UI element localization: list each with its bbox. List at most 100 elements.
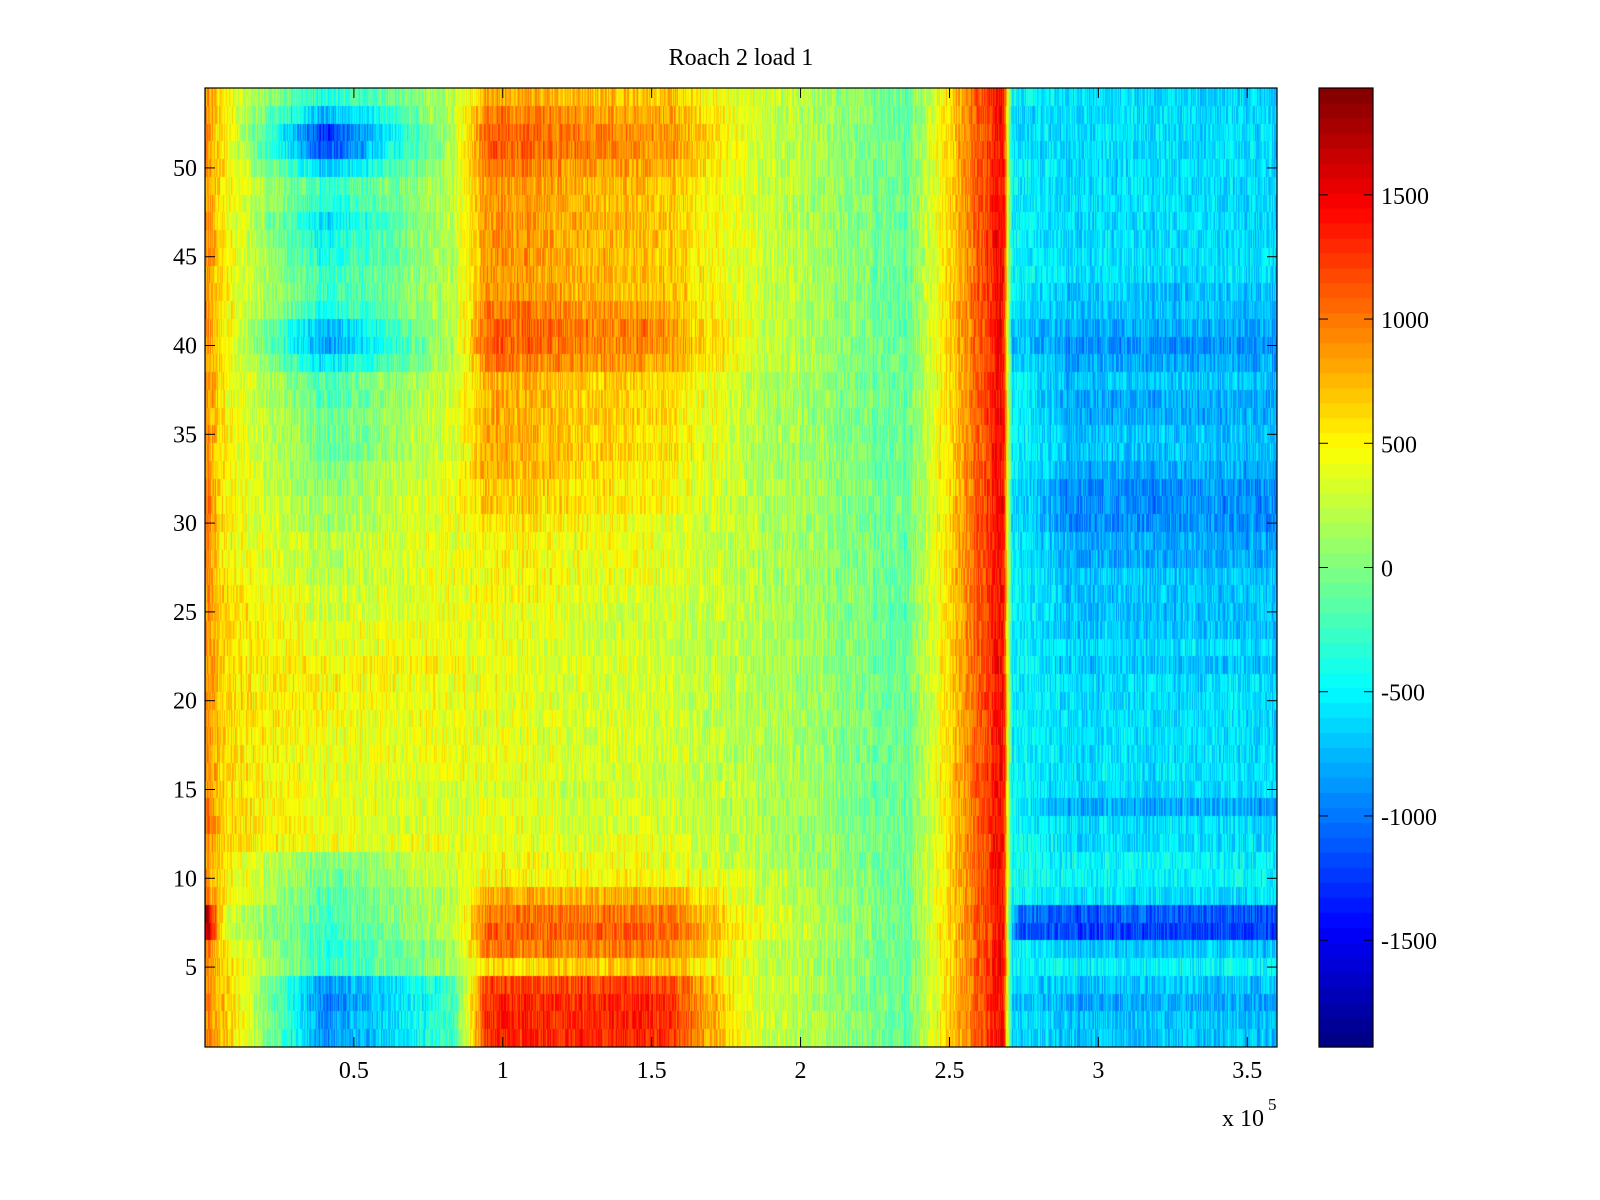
colorbar-swatch: [1319, 912, 1373, 928]
chart-title: Roach 2 load 1: [669, 45, 814, 71]
x-axis-multiplier: x 10 5: [1222, 1095, 1277, 1132]
colorbar-tick-label: -500: [1381, 681, 1425, 707]
colorbar-swatch: [1319, 882, 1373, 898]
colorbar-swatch: [1319, 177, 1373, 194]
y-tick-label: 35: [173, 422, 197, 448]
y-tick-label: 10: [173, 866, 197, 892]
colorbar-swatch: [1319, 732, 1373, 748]
colorbar-swatch: [1319, 687, 1373, 703]
colorbar-swatch: [1319, 942, 1373, 958]
colorbar-swatch: [1319, 837, 1373, 853]
colorbar-swatch: [1319, 657, 1373, 673]
colorbar-tick-label: -1000: [1381, 805, 1437, 831]
colorbar-swatch: [1319, 627, 1373, 644]
colorbar-swatch: [1319, 507, 1373, 524]
colorbar-swatch: [1319, 492, 1373, 509]
x-tick-label: 1.5: [637, 1058, 667, 1084]
colorbar-swatch: [1319, 147, 1373, 164]
colorbar-swatch: [1319, 117, 1373, 134]
colorbar-swatch: [1319, 567, 1373, 584]
colorbar-swatch: [1319, 342, 1373, 359]
colorbar-swatch: [1319, 387, 1373, 404]
y-tick-label: 30: [173, 511, 197, 537]
colorbar-swatch: [1319, 807, 1373, 823]
colorbar-swatch: [1319, 252, 1373, 269]
colorbar-swatch: [1319, 462, 1373, 479]
colorbar-swatch: [1319, 522, 1373, 539]
colorbar-swatch: [1319, 702, 1373, 718]
colorbar-swatch: [1319, 537, 1373, 554]
heatmap-image: [205, 88, 1277, 1047]
colorbar-swatch: [1319, 447, 1373, 464]
colorbar-swatch: [1319, 867, 1373, 883]
y-tick-label: 50: [173, 156, 197, 182]
colorbar-swatch: [1319, 1002, 1373, 1018]
x-tick-label: 3: [1092, 1058, 1104, 1084]
colorbar-swatch: [1319, 672, 1373, 688]
y-tick-label: 15: [173, 777, 197, 803]
colorbar-swatch: [1319, 927, 1373, 943]
colorbar-swatch: [1319, 88, 1373, 104]
colorbar-swatch: [1319, 102, 1373, 119]
colorbar-swatch: [1319, 582, 1373, 599]
colorbar-swatch: [1319, 237, 1373, 254]
heatmap-cells: [205, 88, 1277, 1047]
colorbar-swatch: [1319, 132, 1373, 149]
x-tick-label: 2: [795, 1058, 807, 1084]
colorbar-tick-label: 1500: [1381, 184, 1429, 210]
y-tick-label: 5: [185, 955, 197, 981]
colorbar-swatch: [1319, 792, 1373, 808]
colorbar: [1319, 88, 1373, 1048]
plot-frame: [204, 87, 1278, 1048]
colorbar-swatch: [1319, 267, 1373, 284]
colorbar-swatch: [1319, 477, 1373, 494]
colorbar-swatch: [1319, 717, 1373, 733]
colorbar-swatch: [1319, 372, 1373, 389]
y-tick-label: 25: [173, 600, 197, 626]
colorbar-swatch: [1319, 822, 1373, 838]
colorbar-swatch: [1319, 312, 1373, 329]
x-tick-label: 2.5: [934, 1058, 964, 1084]
colorbar-swatch: [1319, 222, 1373, 239]
colorbar-swatch: [1319, 987, 1373, 1003]
colorbar-swatch: [1319, 207, 1373, 224]
colorbar-swatch: [1319, 357, 1373, 374]
colorbar-swatch: [1319, 597, 1373, 614]
colorbar-swatch: [1319, 402, 1373, 419]
x-tick-label: 0.5: [339, 1058, 369, 1084]
y-tick-label: 40: [173, 334, 197, 360]
colorbar-swatch: [1319, 852, 1373, 868]
colorbar-swatch: [1319, 642, 1373, 659]
colorbar-swatch: [1319, 612, 1373, 629]
y-tick-label: 45: [173, 245, 197, 271]
colorbar-swatch: [1319, 297, 1373, 314]
colorbar-tick-label: 500: [1381, 432, 1417, 458]
colorbar-swatch: [1319, 1032, 1373, 1048]
x-tick-label: 1: [497, 1058, 509, 1084]
colorbar-swatch: [1319, 162, 1373, 179]
x-axis-multiplier-exponent: 5: [1268, 1095, 1277, 1114]
colorbar-swatch: [1319, 192, 1373, 209]
y-tick-label: 20: [173, 689, 197, 715]
colorbar-swatch: [1319, 957, 1373, 973]
colorbar-swatch: [1319, 327, 1373, 344]
x-axis-multiplier-base: x 10: [1222, 1106, 1264, 1132]
colorbar-swatch: [1319, 1017, 1373, 1033]
colorbar-swatch: [1319, 552, 1373, 569]
colorbar-ticks: 1500 1000 500 0 -500 -1000 -1500: [1319, 184, 1437, 955]
y-axis-ticks: 5 10 15 20 25 30 35 40 45 50: [173, 156, 1277, 981]
colorbar-swatch: [1319, 417, 1373, 434]
colorbar-swatch: [1319, 282, 1373, 299]
colorbar-tick-label: 0: [1381, 557, 1393, 583]
colorbar-swatch: [1319, 432, 1373, 449]
x-axis-ticks: 0.5 1 1.5 2 2.5 3 3.5: [339, 88, 1262, 1084]
colorbar-tick-label: 1000: [1381, 308, 1429, 334]
colorbar-swatch: [1319, 777, 1373, 793]
colorbar-tick-label: -1500: [1381, 929, 1437, 955]
colorbar-swatch: [1319, 762, 1373, 778]
colorbar-swatch: [1319, 972, 1373, 988]
colorbar-swatch: [1319, 897, 1373, 913]
colorbar-swatch: [1319, 747, 1373, 763]
